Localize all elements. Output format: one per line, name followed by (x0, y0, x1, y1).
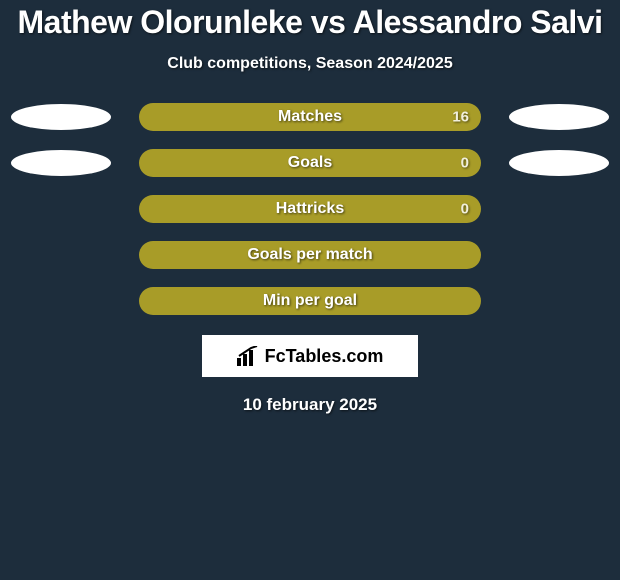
brand-text: FcTables.com (265, 346, 384, 367)
stat-row-goals-per-match: Goals per match (0, 241, 620, 269)
brand-chart-icon (237, 346, 259, 366)
stat-row-hattricks: Hattricks 0 (0, 195, 620, 223)
left-ellipse (11, 104, 111, 130)
page-title: Mathew Olorunleke vs Alessandro Salvi (0, 4, 620, 41)
stat-value-right: 16 (452, 109, 469, 126)
stat-label: Hattricks (276, 200, 344, 218)
stat-bar: Hattricks 0 (139, 195, 481, 223)
date-text: 10 february 2025 (0, 395, 620, 415)
right-ellipse (509, 150, 609, 176)
stat-label: Matches (278, 108, 342, 126)
left-ellipse (11, 150, 111, 176)
stat-value-right: 0 (461, 201, 469, 218)
stat-rows: Matches 16 Goals 0 Hattricks 0 Goal (0, 103, 620, 315)
brand-badge: FcTables.com (202, 335, 418, 377)
stat-row-goals: Goals 0 (0, 149, 620, 177)
comparison-infographic: Mathew Olorunleke vs Alessandro Salvi Cl… (0, 0, 620, 580)
stat-label: Goals per match (247, 246, 372, 264)
stat-row-matches: Matches 16 (0, 103, 620, 131)
stat-bar: Matches 16 (139, 103, 481, 131)
stat-bar: Goals 0 (139, 149, 481, 177)
stat-label: Goals (288, 154, 332, 172)
stat-value-right: 0 (461, 155, 469, 172)
stat-bar: Min per goal (139, 287, 481, 315)
stat-label: Min per goal (263, 292, 357, 310)
stat-row-min-per-goal: Min per goal (0, 287, 620, 315)
right-ellipse (509, 104, 609, 130)
subtitle: Club competitions, Season 2024/2025 (0, 55, 620, 73)
stat-bar: Goals per match (139, 241, 481, 269)
